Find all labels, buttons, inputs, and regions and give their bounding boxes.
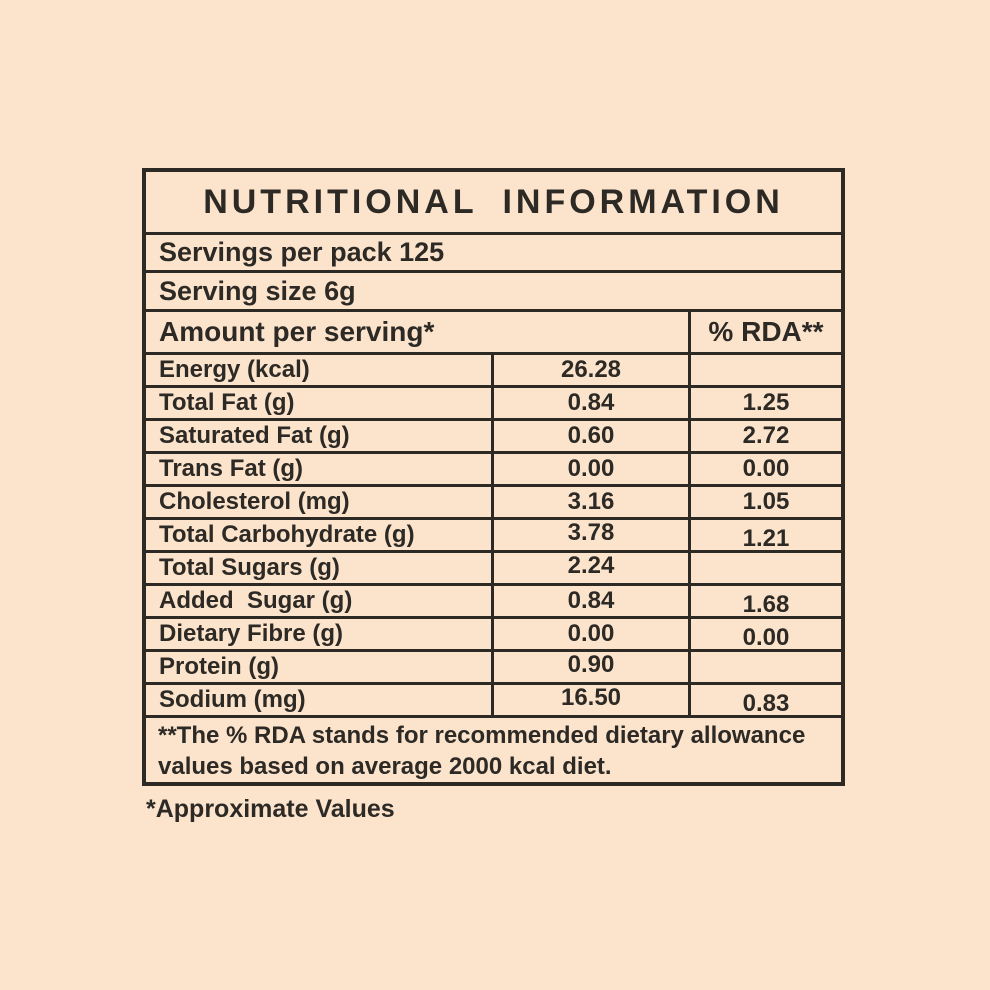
nutrient-amount: 0.00 xyxy=(491,619,688,649)
servings-row: Servings per pack 125 xyxy=(146,235,841,273)
nutrient-row-dietary-fibre: Dietary Fibre (g) 0.00 0.00 xyxy=(146,619,841,652)
nutrient-amount: 0.60 xyxy=(491,421,688,451)
approximate-values-note: *Approximate Values xyxy=(146,795,395,823)
nutrient-row-cholesterol: Cholesterol (mg) 3.16 1.05 xyxy=(146,487,841,520)
nutrient-row-sodium: Sodium (mg) 16.50 0.83 xyxy=(146,685,841,718)
column-header-row: Amount per serving* % RDA** xyxy=(146,312,841,355)
nutrient-rda: 1.25 xyxy=(688,388,841,418)
rda-footnote-line-1: **The % RDA stands for recommended dieta… xyxy=(158,722,806,749)
nutrient-row-total-fat: Total Fat (g) 0.84 1.25 xyxy=(146,388,841,421)
nutrient-amount: 0.00 xyxy=(491,454,688,484)
nutrient-label: Total Sugars (g) xyxy=(159,554,340,581)
nutrient-label: Protein (g) xyxy=(159,653,279,680)
nutrient-row-energy: Energy (kcal) 26.28 xyxy=(146,355,841,388)
nutrient-row-trans-fat: Trans Fat (g) 0.00 0.00 xyxy=(146,454,841,487)
nutrient-row-added-sugar: Added Sugar (g) 0.84 1.68 xyxy=(146,586,841,619)
nutrient-label: Trans Fat (g) xyxy=(159,455,304,482)
nutrient-row-protein: Protein (g) 0.90 xyxy=(146,652,841,685)
nutrient-label: Total Carbohydrate (g) xyxy=(159,521,415,548)
nutrient-label: Total Fat (g) xyxy=(159,389,295,416)
nutrient-label: Dietary Fibre (g) xyxy=(159,620,344,647)
nutrient-amount: 16.50 xyxy=(491,685,688,715)
nutrient-rda: 1.68 xyxy=(688,586,841,616)
nutrition-label: NUTRITIONAL INFORMATION Servings per pac… xyxy=(142,168,845,786)
nutrient-amount: 0.84 xyxy=(491,388,688,418)
nutrient-amount: 2.24 xyxy=(491,553,688,583)
nutrient-amount: 0.90 xyxy=(491,652,688,682)
nutrition-title: NUTRITIONAL INFORMATION xyxy=(203,182,784,221)
nutrient-amount: 26.28 xyxy=(491,355,688,385)
servings-per-pack-text: Servings per pack 125 xyxy=(159,237,445,267)
nutrient-rda xyxy=(688,553,841,583)
nutrient-label: Energy (kcal) xyxy=(159,356,310,383)
nutrient-row-total-carbohydrate: Total Carbohydrate (g) 3.78 1.21 xyxy=(146,520,841,553)
amount-per-serving-header: Amount per serving* xyxy=(159,316,435,347)
title-row: NUTRITIONAL INFORMATION xyxy=(146,172,841,235)
rda-footnote-line-2: values based on average 2000 kcal diet. xyxy=(158,753,612,780)
nutrient-label: Cholesterol (mg) xyxy=(159,488,350,515)
nutrient-amount: 3.78 xyxy=(491,520,688,550)
nutrient-rda: 1.21 xyxy=(688,520,841,550)
nutrient-row-saturated-fat: Saturated Fat (g) 0.60 2.72 xyxy=(146,421,841,454)
nutrient-rda: 0.00 xyxy=(688,619,841,649)
rda-footnote-row: **The % RDA stands for recommended dieta… xyxy=(146,718,841,782)
nutrient-rda: 0.00 xyxy=(688,454,841,484)
rda-header: % RDA** xyxy=(688,312,841,352)
nutrient-rda: 0.83 xyxy=(688,685,841,715)
nutrient-label: Added Sugar (g) xyxy=(159,587,353,614)
nutrient-rda: 2.72 xyxy=(688,421,841,451)
nutrient-label: Saturated Fat (g) xyxy=(159,422,350,449)
nutrient-rda xyxy=(688,355,841,385)
nutrient-row-total-sugars: Total Sugars (g) 2.24 xyxy=(146,553,841,586)
serving-size-text: Serving size 6g xyxy=(159,275,356,306)
serving-size-row: Serving size 6g xyxy=(146,273,841,312)
nutrient-rda: 1.05 xyxy=(688,487,841,517)
nutrient-rda xyxy=(688,652,841,682)
nutrient-amount: 3.16 xyxy=(491,487,688,517)
nutrient-label: Sodium (mg) xyxy=(159,686,306,713)
nutrient-amount: 0.84 xyxy=(491,586,688,616)
